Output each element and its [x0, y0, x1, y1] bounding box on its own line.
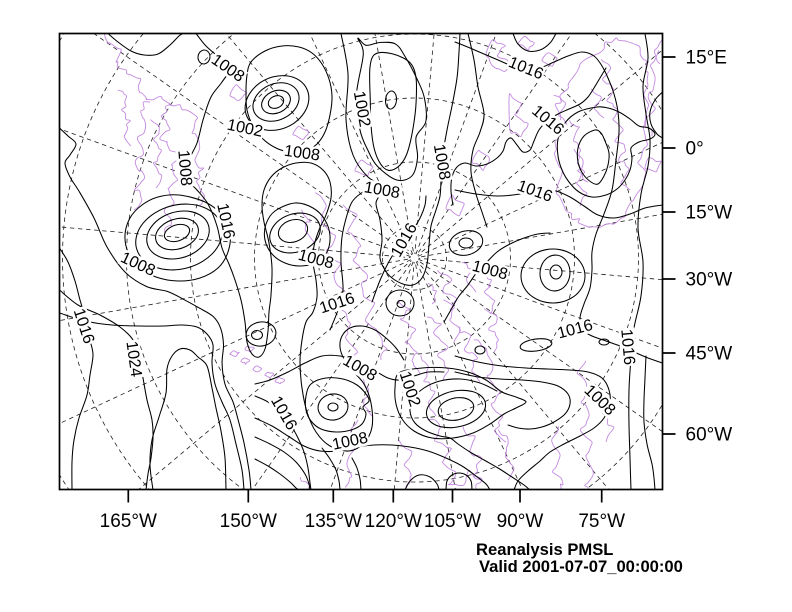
svg-text:30°W: 30°W	[686, 270, 733, 291]
svg-text:120°W: 120°W	[365, 511, 422, 532]
svg-text:0°: 0°	[686, 139, 704, 160]
svg-text:1008: 1008	[174, 149, 195, 186]
svg-text:1002: 1002	[350, 90, 374, 129]
svg-text:165°W: 165°W	[100, 511, 157, 532]
svg-text:1008: 1008	[283, 142, 321, 165]
svg-text:105°W: 105°W	[424, 511, 481, 532]
svg-text:1008: 1008	[363, 178, 402, 202]
svg-text:150°W: 150°W	[220, 511, 277, 532]
svg-text:Reanalysis PMSL: Reanalysis PMSL	[476, 540, 613, 559]
svg-text:1016: 1016	[617, 328, 638, 365]
svg-text:1008: 1008	[430, 143, 454, 182]
svg-text:135°W: 135°W	[305, 511, 362, 532]
svg-text:75°W: 75°W	[578, 511, 625, 532]
svg-text:Valid 2001-07-07_00:00:00: Valid 2001-07-07_00:00:00	[479, 557, 683, 576]
svg-text:15°W: 15°W	[686, 203, 733, 224]
svg-text:60°W: 60°W	[686, 425, 733, 446]
svg-text:15°E: 15°E	[686, 48, 727, 69]
svg-text:90°W: 90°W	[497, 511, 544, 532]
svg-text:45°W: 45°W	[686, 344, 733, 365]
svg-text:1024: 1024	[122, 340, 145, 378]
